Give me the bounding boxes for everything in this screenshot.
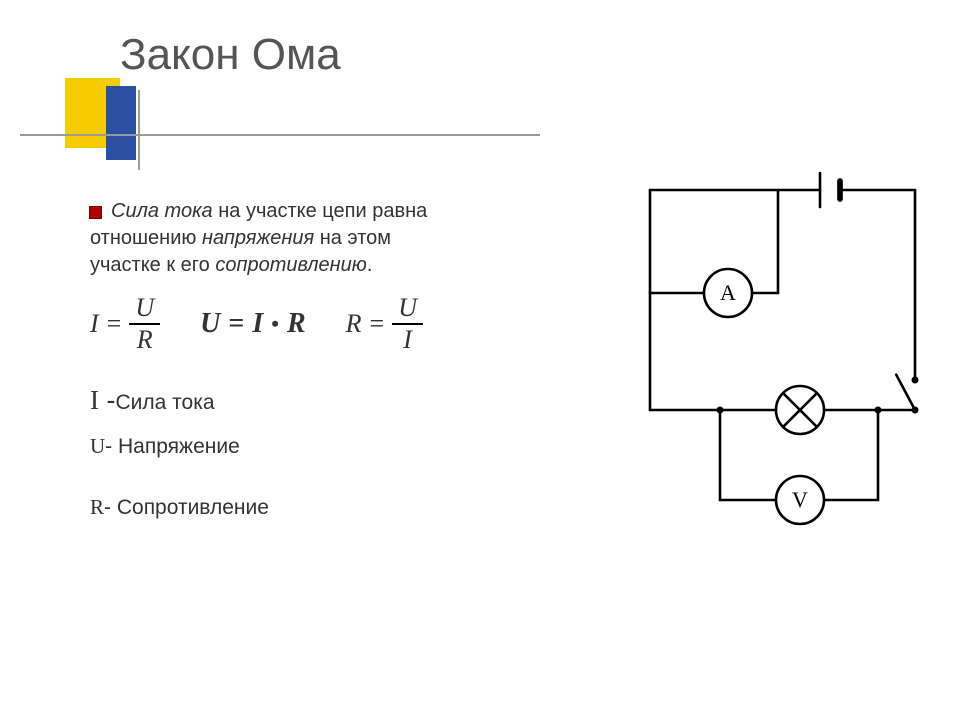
legend-row-i: I -Сила тока — [90, 385, 570, 416]
eq-sign-1: = — [107, 309, 122, 339]
f2-lhs: U — [200, 308, 220, 340]
def-l3-end: . — [367, 254, 373, 276]
f3-den: I — [397, 325, 418, 355]
circuit-diagram: AV — [610, 170, 940, 555]
def-l2-rest: на этом — [314, 227, 391, 249]
legend-i-sym: I — [90, 385, 99, 415]
legend: I -Сила тока U- Напряжение R- Сопротивле… — [90, 385, 570, 520]
f3-lhs: R — [346, 309, 362, 339]
term-voltage: напряжения — [202, 227, 314, 249]
legend-u-label: Напряжение — [118, 435, 240, 458]
legend-r-sep: - — [104, 496, 117, 519]
term-resistance: сопротивлению — [215, 254, 367, 276]
def-l3-prefix: участке к его — [90, 254, 215, 276]
mul-sign: • — [271, 311, 279, 337]
formula-i: I = U R — [90, 293, 160, 355]
def-line1: на участке цепи равна — [213, 200, 428, 222]
definition-bullet: Сила тока на участке цепи равна — [90, 200, 570, 223]
f2-a: I — [252, 308, 263, 340]
f3-num: U — [392, 293, 423, 323]
formula-u: U = I • R — [200, 308, 306, 340]
bullet-icon — [90, 207, 101, 218]
svg-text:V: V — [792, 487, 808, 512]
f1-den: R — [131, 325, 159, 355]
f3-frac: U I — [392, 293, 423, 355]
legend-row-u: U- Напряжение — [90, 434, 570, 459]
legend-r-sym: R — [90, 495, 104, 519]
legend-row-r: R- Сопротивление — [90, 495, 570, 520]
deco-rect-blue — [106, 86, 136, 160]
f1-lhs: I — [90, 309, 99, 339]
eq-sign-2: = — [228, 308, 244, 340]
formulas-row: I = U R U = I • R R = — [90, 293, 570, 355]
svg-text:A: A — [720, 280, 736, 305]
def-line3: участке к его сопротивлению. — [90, 254, 570, 277]
legend-i-sep: - — [99, 385, 116, 415]
f2-b: R — [287, 308, 306, 340]
deco-horizontal-line — [20, 134, 540, 136]
text-column: Сила тока на участке цепи равна отношени… — [90, 200, 570, 538]
legend-r-label: Сопротивление — [117, 496, 269, 519]
def-l2-prefix: отношению — [90, 227, 202, 249]
page-title: Закон Ома — [120, 30, 900, 80]
eq-sign-3: = — [370, 309, 385, 339]
deco-vertical-line — [138, 90, 140, 170]
term-current: Сила тока — [111, 200, 213, 222]
f1-frac: U R — [129, 293, 160, 355]
formula-r: R = U I — [346, 293, 423, 355]
legend-u-sep: - — [105, 435, 118, 458]
def-line2: отношению напряжения на этом — [90, 227, 570, 250]
legend-u-sym: U — [90, 434, 105, 458]
f1-num: U — [129, 293, 160, 323]
slide: Закон Ома Сила тока на участке цепи равн… — [0, 0, 960, 720]
legend-i-label: Сила тока — [116, 391, 215, 414]
circuit-svg: AV — [610, 170, 940, 550]
